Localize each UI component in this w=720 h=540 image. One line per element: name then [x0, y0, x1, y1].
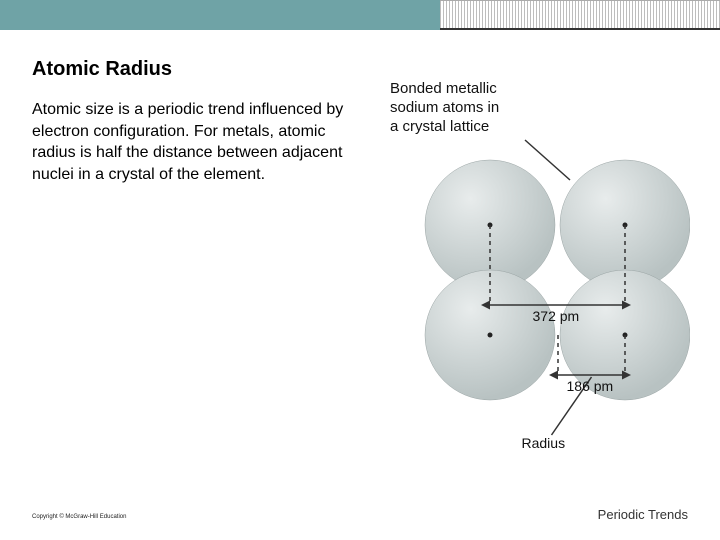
- diagram-caption: Bonded metallic sodium atoms in a crysta…: [390, 80, 499, 136]
- body-paragraph: Atomic size is a periodic trend influenc…: [32, 99, 372, 185]
- section-label: Periodic Trends: [598, 507, 688, 522]
- caption-line-1: Bonded metallic: [390, 80, 497, 97]
- slide-heading: Atomic Radius: [32, 58, 692, 81]
- radius-label: Radius: [522, 435, 566, 451]
- caption-line-2: sodium atoms in: [390, 99, 499, 116]
- distance-full-label: 372 pm: [533, 308, 580, 324]
- caption-leader-line: [525, 140, 570, 180]
- nucleus-dot: [488, 333, 493, 338]
- copyright-text: Copyright © McGraw-Hill Education: [32, 514, 126, 520]
- atomic-radius-diagram: Bonded metallic sodium atoms in a crysta…: [390, 80, 690, 460]
- hatch-pattern: [440, 0, 720, 30]
- top-band: [0, 0, 720, 30]
- diagram-svg: [390, 80, 690, 460]
- distance-half-label: 186 pm: [567, 378, 614, 394]
- caption-line-3: a crystal lattice: [390, 118, 489, 135]
- teal-bar: [0, 0, 440, 30]
